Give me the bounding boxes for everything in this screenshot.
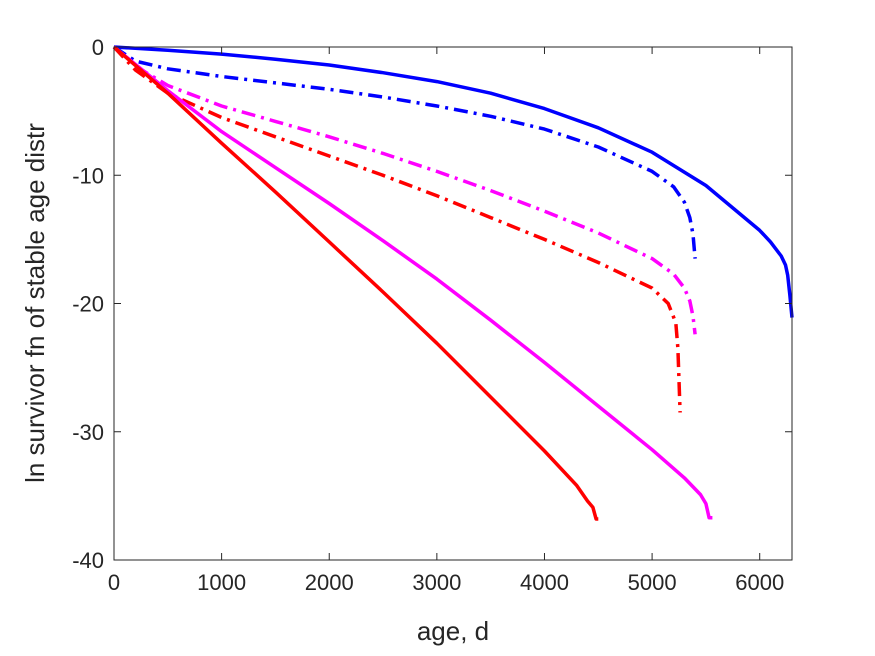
series-line-5 — [112, 45, 713, 520]
x-tick-label: 4000 — [520, 570, 569, 595]
ticks-layer: 0 1000 2000 3000 4000 5000 6000 0 -10 -20 -30 -40 — [72, 35, 792, 595]
x-tick-label: 2000 — [305, 570, 354, 595]
y-axis-label: ln survivor fn of stable age distr — [20, 123, 50, 483]
y-tick-label: -10 — [72, 163, 104, 188]
x-tick-label: 1000 — [197, 570, 246, 595]
series-line-4 — [112, 45, 682, 413]
series-layer — [112, 45, 794, 521]
x-axis-label: age, d — [417, 616, 489, 646]
series-line-3 — [112, 45, 697, 335]
x-tick-label: 0 — [108, 570, 120, 595]
x-tick-label: 6000 — [735, 570, 784, 595]
x-tick-label: 5000 — [628, 570, 677, 595]
series-line-6 — [112, 45, 599, 521]
series-line-2 — [113, 45, 697, 259]
y-tick-label: -40 — [72, 548, 104, 573]
y-tick-label: 0 — [92, 35, 104, 60]
series-line-1 — [113, 45, 794, 318]
x-tick-label: 3000 — [412, 570, 461, 595]
y-tick-label: -30 — [72, 420, 104, 445]
y-tick-label: -20 — [72, 292, 104, 317]
